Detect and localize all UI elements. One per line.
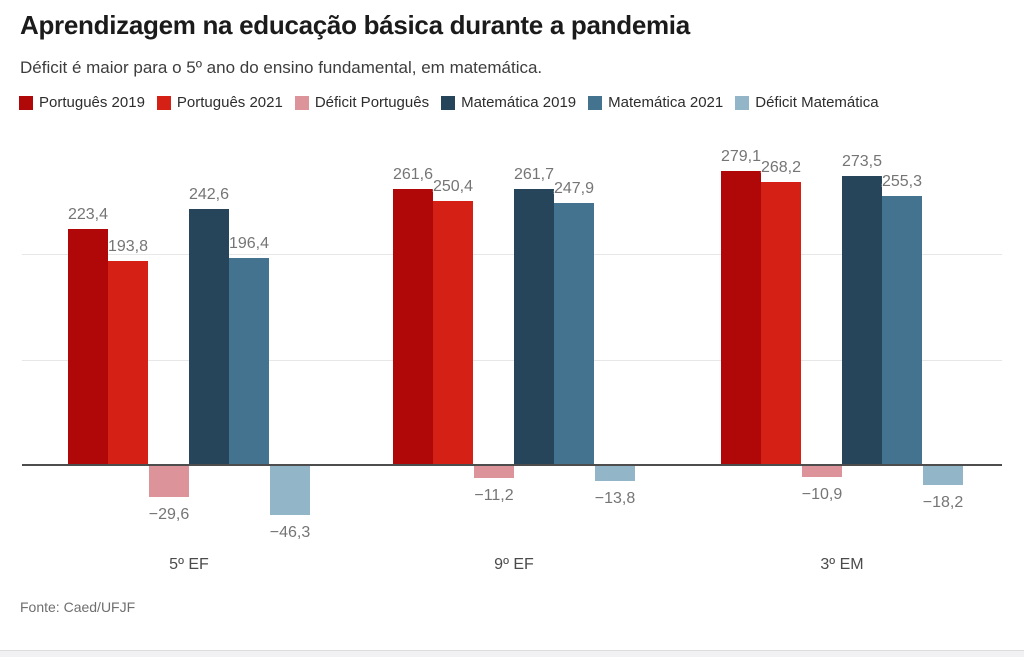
category-label-9-ef: 9º EF (494, 556, 534, 573)
legend-swatch-matematica-2019 (441, 95, 456, 110)
value-label-matematica-2021-3-em: 255,3 (881, 172, 923, 190)
legend-label: Matemática 2021 (608, 94, 724, 111)
bar-deficit-portugues-5-ef (149, 466, 189, 498)
page-title: Aprendizagem na educação básica durante … (20, 10, 690, 40)
legend-swatch-portugues-2021 (156, 95, 171, 110)
legend-label: Português 2019 (39, 94, 145, 111)
gridline-100 (22, 359, 1002, 361)
bar-deficit-matematica-3-em (923, 466, 963, 486)
bar-matematica-2021-5-ef (229, 257, 269, 465)
legend-item-deficit-portugues: Déficit Português (294, 94, 430, 111)
x-axis-zero-line (22, 464, 1002, 466)
legend-label: Déficit Português (314, 94, 430, 111)
bar-deficit-portugues-3-em (802, 466, 842, 478)
value-label-portugues-2019-3-em: 279,1 (720, 147, 762, 165)
value-label-portugues-2021-5-ef: 193,8 (107, 237, 149, 255)
bar-matematica-2021-3-em (882, 195, 922, 465)
legend: Português 2019 Português 2021 Déficit Port… (19, 94, 879, 111)
legend-item-deficit-matematica: Déficit Matemática (735, 94, 879, 111)
legend-label: Déficit Matemática (755, 94, 879, 111)
bar-portugues-2019-3-em (721, 170, 761, 465)
value-label-matematica-2019-9-ef: 261,7 (513, 165, 555, 183)
legend-label: Matemática 2019 (461, 94, 577, 111)
bar-matematica-2019-9-ef (514, 188, 554, 465)
value-label-portugues-2021-9-ef: 250,4 (432, 177, 474, 195)
value-label-deficit-matematica-3-em: −18,2 (922, 494, 964, 512)
legend-item-matematica-2021: Matemática 2021 (588, 94, 723, 111)
bar-portugues-2021-9-ef (433, 200, 473, 465)
legend-item-portugues-2021: Português 2021 (156, 94, 283, 111)
legend-label: Português 2021 (176, 94, 283, 111)
bar-portugues-2021-5-ef (108, 260, 148, 465)
value-label-matematica-2021-9-ef: 247,9 (553, 180, 595, 198)
value-label-matematica-2019-5-ef: 242,6 (188, 186, 230, 204)
value-label-portugues-2021-3-em: 268,2 (760, 159, 802, 177)
legend-swatch-deficit-portugues (294, 95, 309, 110)
bar-matematica-2021-9-ef (554, 203, 594, 465)
bar-portugues-2019-5-ef (68, 229, 108, 465)
bar-portugues-2019-9-ef (393, 189, 433, 465)
value-label-matematica-2019-3-em: 273,5 (841, 153, 883, 171)
value-label-deficit-matematica-5-ef: −46,3 (269, 523, 311, 541)
bottom-strip (0, 650, 1024, 657)
bar-matematica-2019-3-em (842, 176, 882, 465)
value-label-deficit-portugues-9-ef: −11,2 (474, 486, 514, 504)
legend-item-portugues-2019: Português 2019 (19, 94, 145, 111)
legend-item-matematica-2019: Matemática 2019 (441, 94, 576, 111)
value-label-deficit-portugues-5-ef: −29,6 (148, 506, 190, 524)
value-label-portugues-2019-9-ef: 261,6 (392, 166, 434, 183)
legend-swatch-matematica-2021 (588, 95, 603, 110)
page-subtitle: Déficit é maior para o 5º ano do ensino … (20, 58, 543, 77)
bar-portugues-2021-3-em (761, 182, 801, 465)
gridline-200 (22, 254, 1002, 255)
value-label-deficit-matematica-9-ef: −13,8 (594, 489, 636, 507)
bar-deficit-portugues-9-ef (474, 466, 514, 478)
value-label-portugues-2019-5-ef: 223,4 (67, 206, 109, 224)
category-label-3-em: 3º EM (820, 556, 864, 573)
value-label-deficit-portugues-3-em: −10,9 (801, 486, 843, 504)
value-label-matematica-2021-5-ef: 196,4 (228, 234, 270, 252)
bar-deficit-matematica-5-ef (270, 466, 310, 515)
legend-swatch-portugues-2019 (19, 95, 33, 110)
legend-swatch-deficit-matematica (735, 95, 750, 110)
bar-matematica-2019-5-ef (189, 209, 229, 465)
source-note: Fonte: Caed/UFJF (20, 599, 136, 615)
bar-deficit-matematica-9-ef (595, 466, 635, 481)
category-label-5-ef: 5º EF (169, 556, 209, 573)
